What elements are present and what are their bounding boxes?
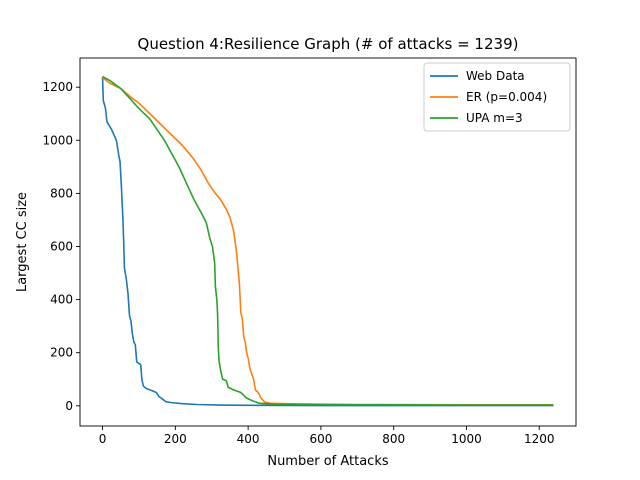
y-tick-label: 200 (50, 346, 73, 360)
series-line-0 (101, 76, 554, 407)
legend: Web Data ER (p=0.004) UPA m=3 (423, 62, 571, 132)
x-tick-label: 600 (309, 432, 332, 446)
y-axis-label: Largest CC size (15, 192, 30, 292)
plot-area: 0 200 400 600 800 1000 1200 0 200 400 600 800 1000 12… (42, 57, 577, 446)
legend-box (423, 62, 571, 132)
x-tick-label: 0 (99, 432, 107, 446)
y-tick-label: 1000 (42, 133, 73, 147)
x-tick-label: 200 (164, 432, 187, 446)
y-tick-label: 1200 (42, 80, 73, 94)
x-tick-label: 400 (237, 432, 260, 446)
x-axis-label: Number of Attacks (267, 454, 389, 469)
y-tick-label: 800 (50, 186, 73, 200)
legend-label-0: Web Data (466, 69, 525, 83)
x-tick-label: 1000 (451, 432, 482, 446)
x-tick-label: 1200 (524, 432, 555, 446)
y-tick-label: 400 (50, 293, 73, 307)
legend-label-2: UPA m=3 (466, 111, 523, 125)
axes-frame (79, 57, 577, 427)
y-tick-label: 600 (50, 240, 73, 254)
chart-title: Question 4:Resilience Graph (# of attack… (138, 35, 519, 53)
y-tick-label: 0 (65, 399, 73, 413)
legend-label-1: ER (p=0.004) (466, 90, 547, 104)
series-line-2 (102, 75, 554, 406)
x-tick-label: 800 (382, 432, 405, 446)
series-line-1 (102, 77, 554, 406)
